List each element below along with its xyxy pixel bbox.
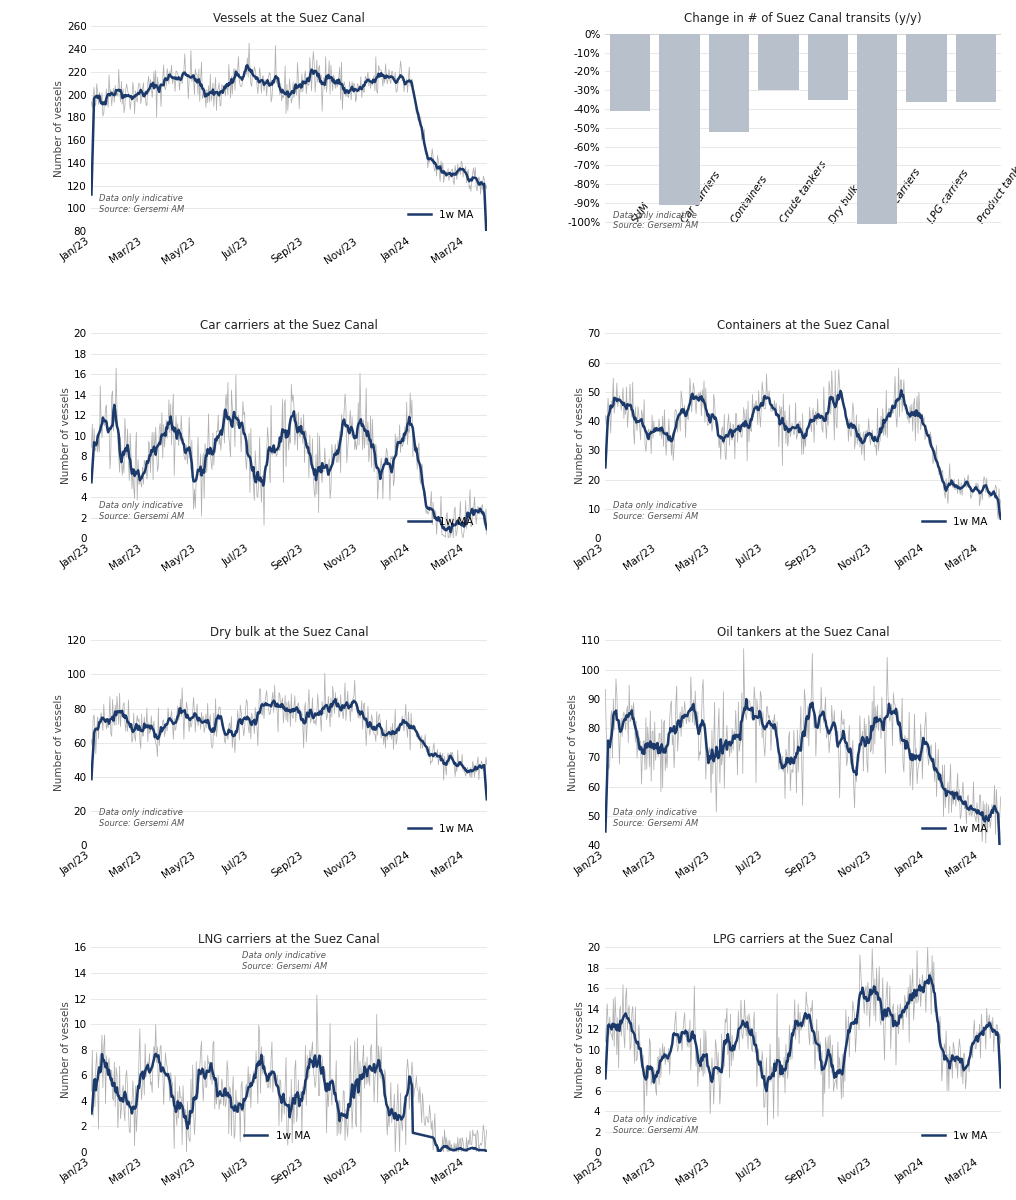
Title: LNG carriers at the Suez Canal: LNG carriers at the Suez Canal: [198, 934, 380, 946]
Legend: 1w MA: 1w MA: [240, 1127, 314, 1145]
Bar: [856, 34, 897, 223]
Text: Data only indicative
Source: Gersemi AM: Data only indicative Source: Gersemi AM: [614, 502, 699, 521]
Y-axis label: Number of vessels: Number of vessels: [54, 695, 64, 791]
Text: Data only indicative
Source: Gersemi AM: Data only indicative Source: Gersemi AM: [614, 1115, 699, 1134]
Y-axis label: Number of vessels: Number of vessels: [574, 1001, 584, 1098]
Title: Change in # of Suez Canal transits (y/y): Change in # of Suez Canal transits (y/y): [684, 12, 922, 25]
Bar: [709, 34, 749, 132]
Text: Data only indicative
Source: Gersemi AM: Data only indicative Source: Gersemi AM: [242, 952, 327, 971]
Y-axis label: Number of vessels: Number of vessels: [61, 388, 70, 484]
Bar: [659, 34, 700, 205]
Bar: [956, 34, 997, 102]
Legend: 1w MA: 1w MA: [403, 512, 478, 530]
Title: Containers at the Suez Canal: Containers at the Suez Canal: [716, 319, 889, 332]
Title: Oil tankers at the Suez Canal: Oil tankers at the Suez Canal: [716, 626, 889, 640]
Legend: 1w MA: 1w MA: [917, 820, 992, 838]
Title: LPG carriers at the Suez Canal: LPG carriers at the Suez Canal: [713, 934, 893, 946]
Y-axis label: Number of vessels: Number of vessels: [54, 80, 64, 178]
Text: Data only indicative
Source: Gersemi AM: Data only indicative Source: Gersemi AM: [614, 210, 699, 230]
Bar: [906, 34, 947, 102]
Text: Data only indicative
Source: Gersemi AM: Data only indicative Source: Gersemi AM: [100, 502, 185, 521]
Y-axis label: Number of vessels: Number of vessels: [568, 695, 578, 791]
Bar: [610, 34, 650, 110]
Text: Data only indicative
Source: Gersemi AM: Data only indicative Source: Gersemi AM: [614, 808, 699, 828]
Title: Car carriers at the Suez Canal: Car carriers at the Suez Canal: [200, 319, 378, 332]
Bar: [758, 34, 799, 90]
Legend: 1w MA: 1w MA: [403, 820, 478, 838]
Legend: 1w MA: 1w MA: [403, 205, 478, 223]
Y-axis label: Number of vessels: Number of vessels: [61, 1001, 70, 1098]
Title: Dry bulk at the Suez Canal: Dry bulk at the Suez Canal: [210, 626, 369, 640]
Legend: 1w MA: 1w MA: [917, 1127, 992, 1145]
Text: Data only indicative
Source: Gersemi AM: Data only indicative Source: Gersemi AM: [100, 194, 185, 214]
Legend: 1w MA: 1w MA: [917, 512, 992, 530]
Y-axis label: Number of vessels: Number of vessels: [575, 388, 584, 484]
Bar: [808, 34, 848, 100]
Title: Vessels at the Suez Canal: Vessels at the Suez Canal: [213, 12, 365, 25]
Text: Data only indicative
Source: Gersemi AM: Data only indicative Source: Gersemi AM: [100, 808, 185, 828]
